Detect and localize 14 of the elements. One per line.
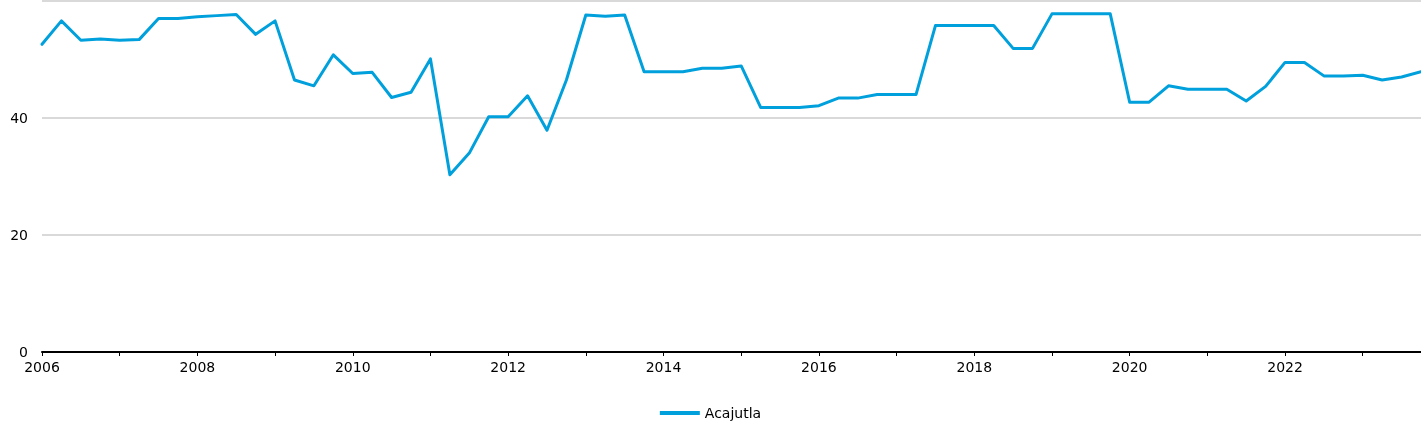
x-tick-label: 2008	[179, 359, 216, 375]
x-tick-label: 2016	[801, 359, 837, 375]
x-tick-label: 2022	[1267, 359, 1303, 375]
y-tick-label: 20	[10, 227, 28, 243]
x-tick-label: 2010	[334, 359, 371, 375]
x-tick-label: 2018	[956, 359, 993, 375]
x-tick-label: 2006	[24, 359, 60, 375]
x-tick-label: 2020	[1111, 359, 1148, 375]
line-series	[40, 12, 1421, 177]
x-tick-label: 2012	[490, 359, 526, 375]
y-tick-label: 40	[10, 110, 28, 126]
legend-label: Acajutla	[704, 405, 762, 421]
x-tick-label: 2014	[645, 359, 682, 375]
y-tick-label: 0	[19, 344, 28, 360]
